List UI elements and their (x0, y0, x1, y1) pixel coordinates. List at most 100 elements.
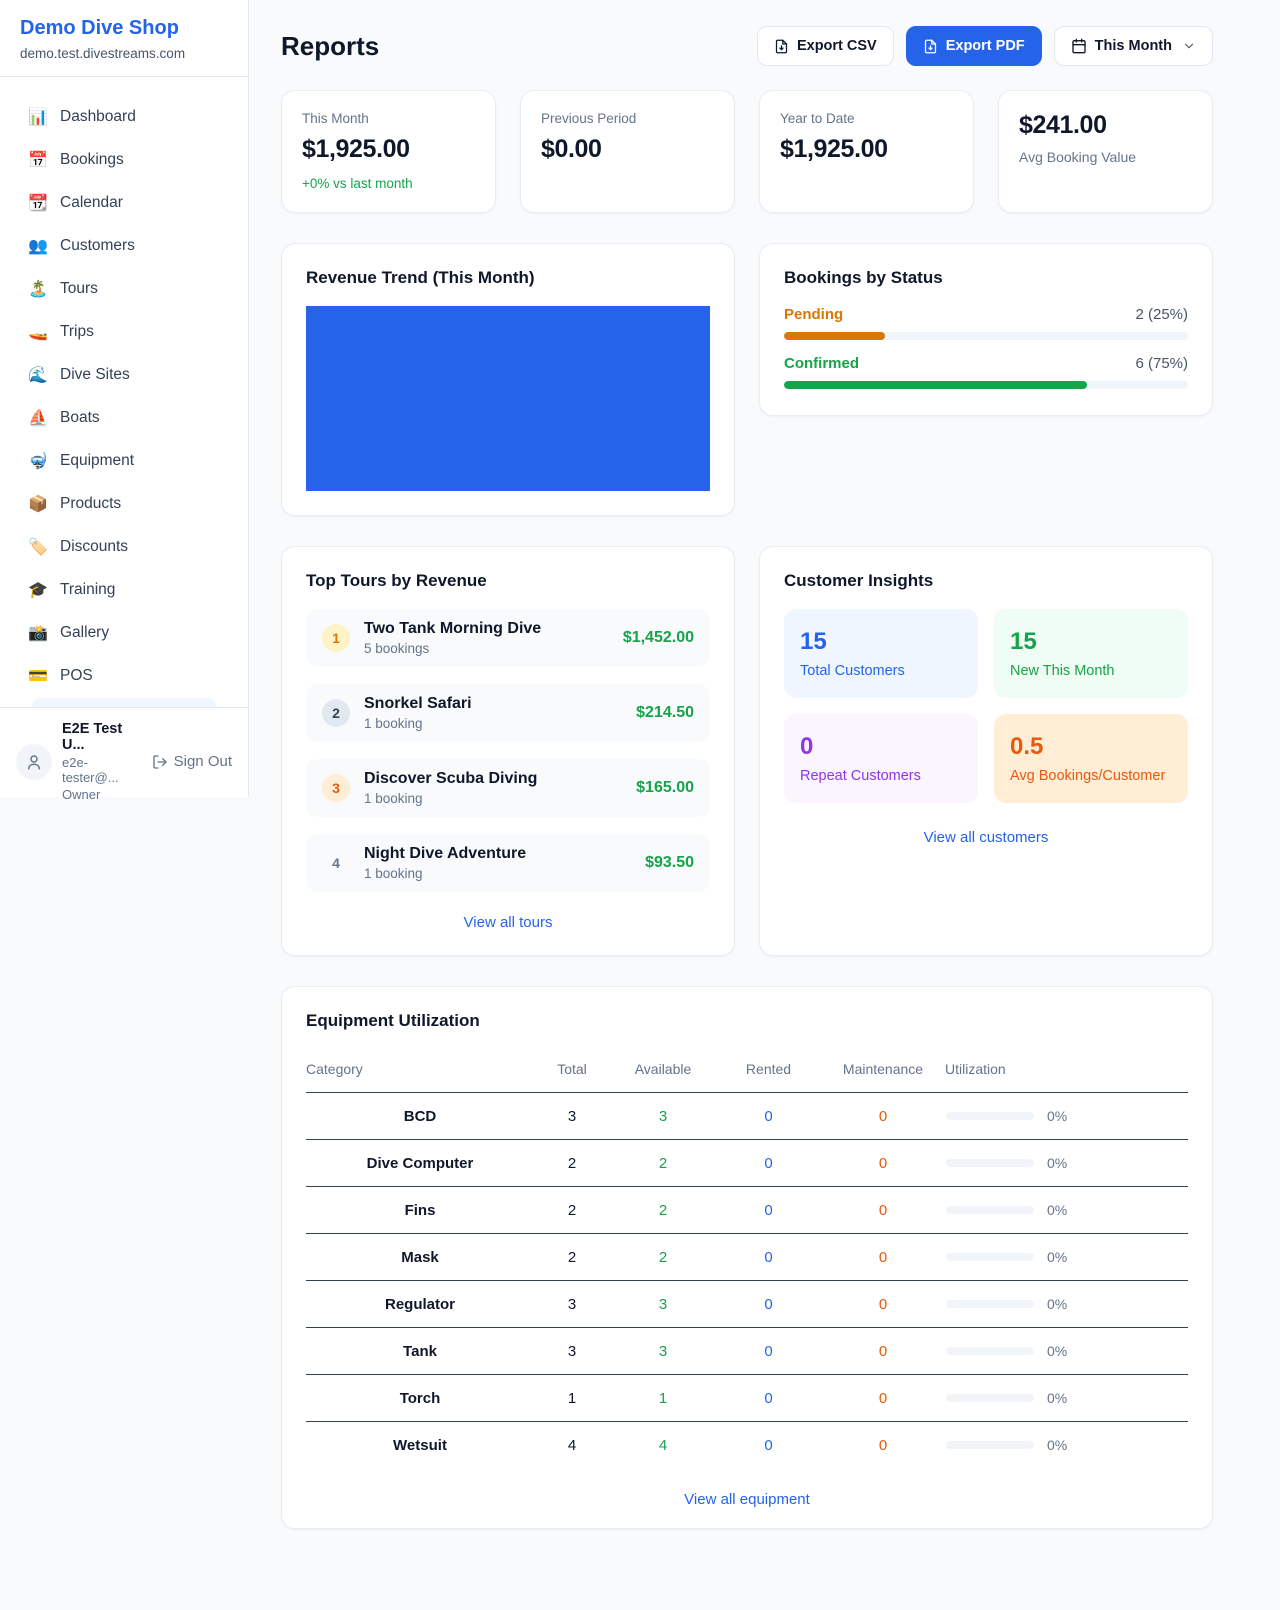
sign-out-button[interactable]: Sign Out (152, 753, 232, 770)
cell-category: Tank (306, 1327, 534, 1375)
cell-available: 2 (610, 1233, 716, 1281)
sidebar-item-label: Bookings (60, 151, 124, 168)
sidebar-item-tours[interactable]: 🏝️ Tours (16, 268, 232, 310)
view-all-customers-link[interactable]: View all customers (923, 829, 1049, 846)
column-header-total: Total (534, 1049, 610, 1093)
revenue-trend-panel: Revenue Trend (This Month) (281, 243, 735, 516)
utilization-bar (946, 1441, 1034, 1450)
cell-maintenance: 0 (821, 1186, 945, 1234)
sidebar-item-dive-sites[interactable]: 🌊 Dive Sites (16, 354, 232, 396)
sidebar-item-pos[interactable]: 💳 POS (16, 655, 232, 697)
customer-insights-title: Customer Insights (784, 571, 934, 590)
tour-revenue: $165.00 (636, 779, 694, 796)
cell-total: 1 (534, 1374, 610, 1422)
sidebar-item-active-clipped[interactable] (32, 698, 216, 707)
sidebar-item-dashboard[interactable]: 📊 Dashboard (16, 96, 232, 138)
tour-row: 3 Discover Scuba Diving 1 booking $165.0… (306, 759, 710, 817)
tour-bookings: 1 booking (364, 716, 423, 731)
sidebar-item-customers[interactable]: 👥 Customers (16, 225, 232, 267)
page-title: Reports (281, 30, 380, 61)
view-all-equipment-link[interactable]: View all equipment (684, 1490, 810, 1508)
shop-domain: demo.test.divestreams.com (20, 46, 186, 61)
sidebar-item-bookings[interactable]: 📅 Bookings (16, 139, 232, 181)
rank-badge: 4 (332, 855, 340, 871)
export-csv-label: Export CSV (796, 38, 877, 54)
rank-badge: 3 (322, 774, 350, 802)
revenue-trend-chart (306, 306, 710, 491)
tile-new-this-month: 15 New This Month (994, 609, 1188, 698)
sidebar-item-trips[interactable]: 🚤 Trips (16, 311, 232, 353)
sidebar-item-equipment[interactable]: 🤿 Equipment (16, 440, 232, 482)
person-icon (28, 754, 40, 769)
cell-available: 2 (610, 1186, 716, 1234)
tour-name: Snorkel Safari (364, 695, 472, 712)
sidebar-item-label: Gallery (60, 624, 110, 641)
tour-revenue: $93.50 (645, 854, 694, 871)
period-dropdown[interactable]: This Month (1053, 26, 1213, 66)
equipment-utilization-panel: Equipment Utilization Category Total Ava… (281, 986, 1213, 1529)
stat-card-avg-booking-value: $241.00 Avg Booking Value (998, 90, 1213, 213)
table-row: Mask 2 2 0 0 0% (306, 1233, 1188, 1281)
avatar (16, 743, 52, 780)
diving-mask-icon: 🤿 (28, 453, 48, 470)
utilization-bar (946, 1394, 1034, 1402)
stat-value: $241.00 (1019, 111, 1107, 139)
sidebar-item-label: Discounts (60, 538, 129, 555)
sidebar-item-training[interactable]: 🎓 Training (16, 569, 232, 611)
sidebar-item-discounts[interactable]: 🏷️ Discounts (16, 526, 232, 568)
sidebar-item-boats[interactable]: ⛵ Boats (16, 397, 232, 439)
cell-total: 2 (534, 1186, 610, 1234)
stat-card-this-month: This Month $1,925.00 +0% vs last month (281, 90, 496, 213)
cell-available: 4 (658, 1436, 668, 1454)
cell-available: 1 (610, 1374, 716, 1422)
column-header-rented: Rented (716, 1049, 821, 1093)
equipment-utilization-title: Equipment Utilization (306, 1011, 480, 1030)
cell-category: Mask (306, 1233, 534, 1281)
cell-rented: 0 (764, 1436, 773, 1454)
cell-rented: 0 (716, 1374, 821, 1422)
wave-icon: 🌊 (28, 367, 48, 384)
cell-rented: 0 (716, 1186, 821, 1234)
speedboat-icon: 🚤 (28, 324, 48, 341)
sidebar-header: Demo Dive Shop demo.test.divestreams.com (0, 0, 248, 77)
tile-label: Repeat Customers (800, 768, 921, 784)
tile-value: 0.5 (1010, 733, 1044, 760)
sidebar-item-calendar[interactable]: 📆 Calendar (16, 182, 232, 224)
main-content: Reports Export CSV Export PDF This Month (250, 0, 1280, 1569)
file-download-icon (775, 39, 788, 53)
export-csv-button[interactable]: Export CSV (756, 26, 894, 66)
cell-available: 3 (610, 1092, 716, 1140)
user-role: Owner (62, 787, 101, 802)
sidebar-item-products[interactable]: 📦 Products (16, 483, 232, 525)
tile-total-customers: 15 Total Customers (784, 609, 978, 698)
cell-total: 3 (534, 1280, 610, 1328)
export-pdf-button[interactable]: Export PDF (905, 26, 1042, 66)
table-row: Fins 2 2 0 0 0% (306, 1186, 1188, 1234)
table-row: Regulator 3 3 0 0 0% (306, 1280, 1188, 1328)
sign-out-label: Sign Out (173, 753, 232, 770)
stat-value: $1,925.00 (302, 135, 410, 163)
utilization-value: 0% (1047, 1296, 1068, 1312)
bookings-by-status-panel: Bookings by Status Pending 2 (25%) Confi… (759, 243, 1213, 416)
cell-rented: 0 (716, 1280, 821, 1328)
tile-label: Avg Bookings/Customer (1010, 768, 1166, 784)
status-row-confirmed: Confirmed 6 (75%) (784, 355, 1188, 389)
view-all-tours-link[interactable]: View all tours (463, 914, 553, 931)
sidebar-item-gallery[interactable]: 📸 Gallery (16, 612, 232, 654)
sidebar-item-label: Dive Sites (60, 366, 130, 383)
period-label: This Month (1094, 38, 1172, 54)
camera-icon: 📸 (28, 625, 48, 642)
tile-value: 15 (800, 628, 827, 655)
cell-category: Dive Computer (306, 1139, 534, 1187)
file-download-icon (924, 39, 936, 53)
cell-total: 4 (567, 1436, 577, 1454)
stat-label: Year to Date (780, 111, 855, 126)
logout-icon (152, 754, 167, 769)
cell-available: 3 (610, 1280, 716, 1328)
cell-total: 2 (534, 1233, 610, 1281)
user-meta: E2E Test U... e2e-tester@... Owner (62, 721, 142, 802)
sidebar-item-label: Tours (60, 280, 98, 297)
calendar-icon (1072, 38, 1086, 54)
cell-category: BCD (306, 1092, 534, 1140)
utilization-bar (946, 1159, 1034, 1167)
